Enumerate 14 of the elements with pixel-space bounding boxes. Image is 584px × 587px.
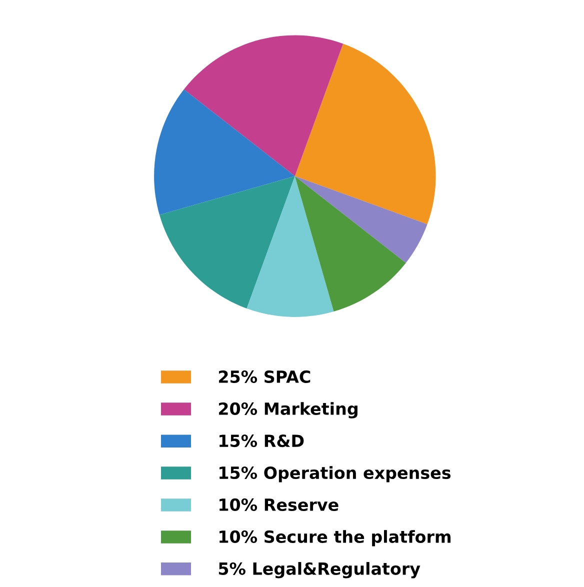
pie-slice bbox=[294, 176, 428, 263]
legend-label: 25% SPAC bbox=[218, 370, 310, 384]
legend-label: 10% Secure the platform bbox=[220, 530, 451, 546]
legend-label: 20% Marketing bbox=[218, 402, 358, 418]
pie-slice bbox=[154, 89, 295, 215]
pie-slice bbox=[294, 176, 406, 312]
legend-label: 15% R&D bbox=[220, 434, 304, 448]
legend-label: 10% Reserve bbox=[220, 498, 338, 512]
pie-slice bbox=[294, 44, 436, 224]
pie-slice bbox=[184, 35, 344, 176]
pie-slice bbox=[159, 176, 295, 308]
legend-label: 15% Operation expenses bbox=[220, 466, 451, 482]
pie-slice bbox=[246, 176, 334, 317]
legend-label: 5% Legal&Regulatory bbox=[218, 562, 420, 578]
